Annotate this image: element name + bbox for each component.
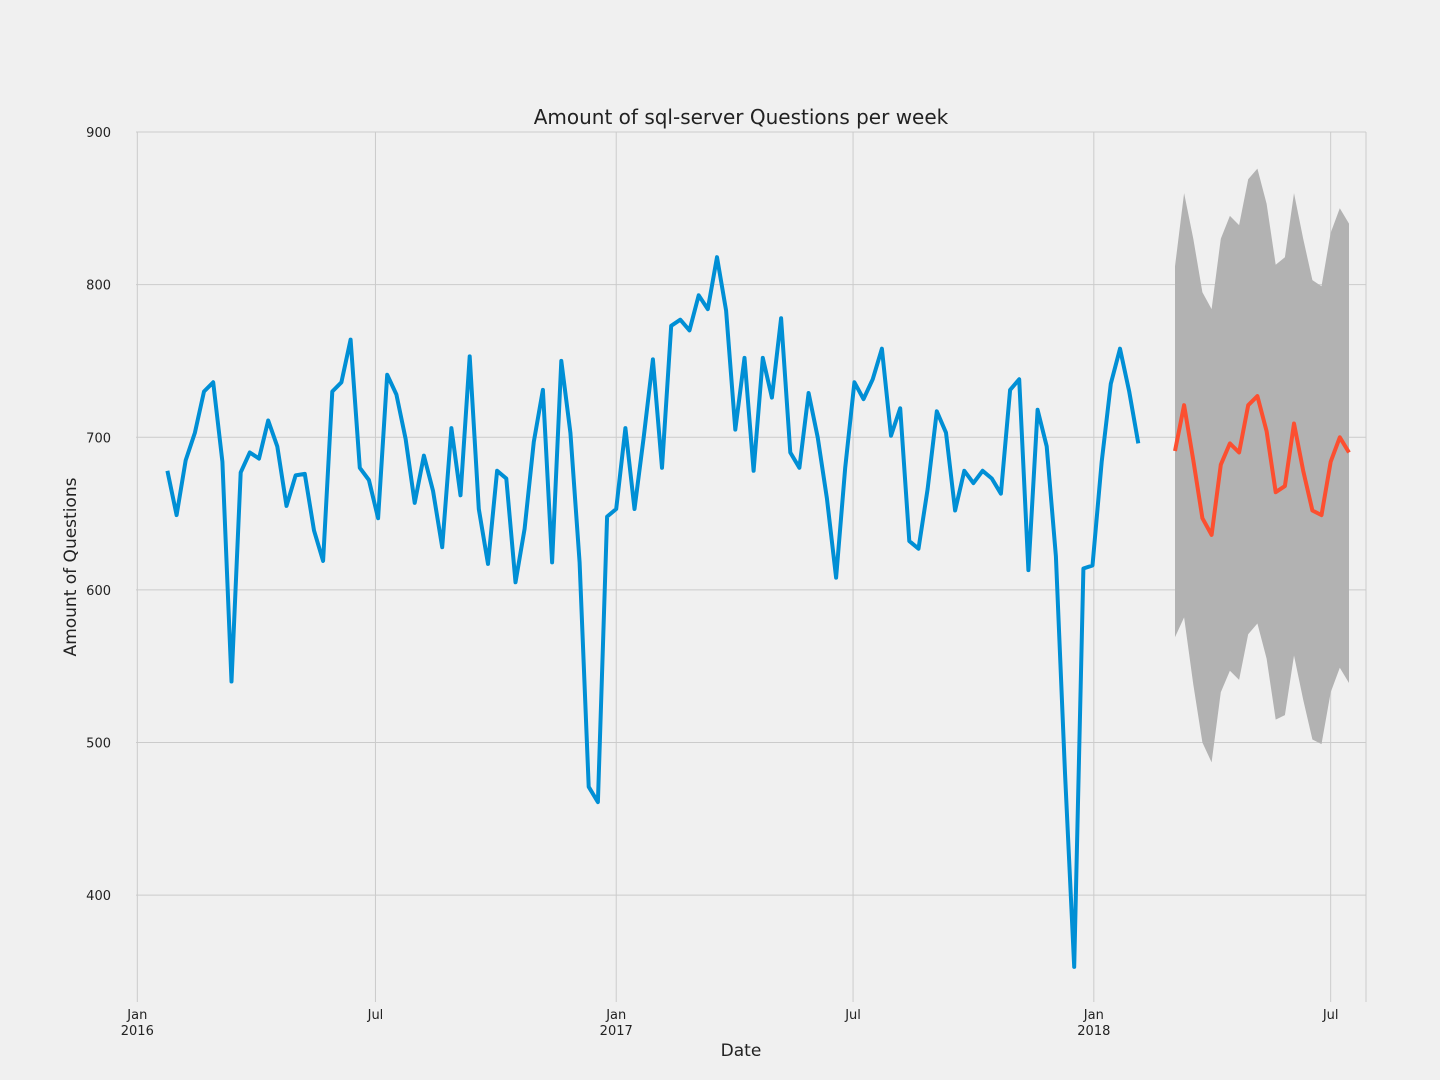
forecast-series-line [1173, 394, 1351, 537]
x-axis-label: Date [721, 1041, 762, 1061]
x-tick-label: Jul [367, 1008, 384, 1023]
observed-series-line [165, 255, 1141, 969]
chart-title: Amount of sql-server Questions per week [534, 105, 949, 129]
y-tick-labels: 400 500 600 700 800 900 [86, 126, 111, 904]
y-tick-label: 900 [86, 126, 111, 141]
x-tick-label: Jul [1322, 1008, 1339, 1023]
forecast-confidence-band [1175, 168, 1349, 763]
grid-lines [136, 131, 1367, 1002]
x-tick-label: Jan [126, 1008, 147, 1023]
x-tick-label: Jul [844, 1008, 861, 1023]
y-tick-label: 800 [86, 279, 111, 294]
x-tick-year-label: 2016 [121, 1024, 154, 1039]
y-tick-label: 600 [86, 584, 111, 599]
x-tick-label: Jan [605, 1008, 626, 1023]
x-tick-year-label: 2017 [600, 1024, 633, 1039]
y-tick-label: 700 [86, 431, 111, 446]
plot-background [136, 132, 1366, 1002]
y-tick-label: 400 [86, 889, 111, 904]
x-tick-year-label: 2018 [1077, 1024, 1110, 1039]
x-tick-label: Jan [1083, 1008, 1104, 1023]
y-tick-label: 500 [86, 737, 111, 752]
y-axis-label: Amount of Questions [61, 477, 81, 656]
